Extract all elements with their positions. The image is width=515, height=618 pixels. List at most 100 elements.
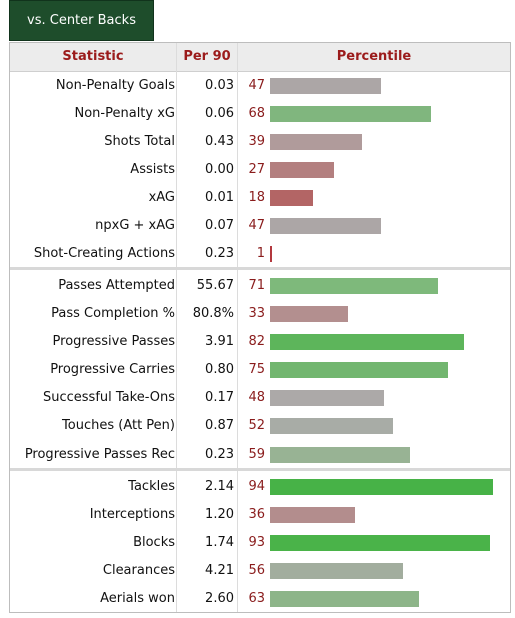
percentile-value: 82 [248, 334, 265, 349]
percentile-value: 47 [248, 218, 265, 233]
stat-name: Progressive Passes Rec [24, 447, 175, 462]
percentile-bar [270, 563, 403, 579]
per90-value: 0.23 [205, 447, 234, 462]
stat-name: Assists [130, 162, 175, 177]
per90-value: 4.21 [205, 563, 234, 578]
header-per90[interactable]: Per 90 [183, 49, 231, 64]
table-row: Non-Penalty xG 0.06 68 [10, 100, 510, 128]
percentile-value: 56 [248, 563, 265, 578]
table-row: Interceptions 1.20 36 [10, 501, 510, 529]
table-row: Passes Attempted 55.67 71 [10, 272, 510, 300]
percentile-bar [270, 535, 490, 551]
stat-name: Shots Total [104, 134, 175, 149]
table-row: Progressive Carries 0.80 75 [10, 356, 510, 384]
percentile-bar [270, 591, 419, 607]
percentile-bar [270, 306, 348, 322]
section-separator [10, 468, 510, 471]
section-separator [10, 267, 510, 270]
stat-name: Clearances [102, 563, 175, 578]
table-header: Statistic Per 90 Percentile [10, 43, 510, 72]
percentile-bar [270, 106, 431, 122]
table-row: Tackles 2.14 94 [10, 473, 510, 501]
percentile-value: 36 [248, 507, 265, 522]
per90-value: 0.17 [205, 390, 234, 405]
stat-name: Touches (Att Pen) [62, 418, 175, 433]
percentile-value: 75 [248, 362, 265, 377]
percentile-bar [270, 362, 448, 378]
per90-value: 55.67 [196, 278, 234, 293]
percentile-bar [270, 190, 313, 206]
percentile-bar [270, 334, 464, 350]
per90-value: 0.87 [205, 418, 234, 433]
table-row: Aerials won 2.60 63 [10, 585, 510, 613]
header-statistic[interactable]: Statistic [62, 49, 124, 64]
stat-name: Progressive Carries [50, 362, 175, 377]
stat-name: Interceptions [89, 507, 175, 522]
stat-name: Progressive Passes [52, 334, 175, 349]
per90-value: 0.43 [205, 134, 234, 149]
per90-value: 3.91 [205, 334, 234, 349]
stat-name: Aerials won [100, 591, 175, 606]
percentile-value: 63 [248, 591, 265, 606]
table-row: Pass Completion % 80.8% 33 [10, 300, 510, 328]
stat-name: Non-Penalty Goals [55, 78, 175, 93]
per90-value: 1.74 [205, 535, 234, 550]
percentile-value: 48 [248, 390, 265, 405]
percentile-value: 68 [248, 106, 265, 121]
percentile-value: 18 [248, 190, 265, 205]
stat-name: Tackles [128, 479, 175, 494]
percentile-value: 94 [248, 479, 265, 494]
table-row: Blocks 1.74 93 [10, 529, 510, 557]
table-row: npxG + xAG 0.07 47 [10, 212, 510, 240]
tab-vs-center-backs[interactable]: vs. Center Backs [9, 0, 154, 41]
per90-value: 0.80 [205, 362, 234, 377]
percentile-bar [270, 246, 272, 262]
percentile-value: 93 [248, 535, 265, 550]
table-row: Clearances 4.21 56 [10, 557, 510, 585]
table-row: Successful Take-Ons 0.17 48 [10, 384, 510, 412]
percentile-bar [270, 162, 334, 178]
percentile-bar [270, 507, 355, 523]
per90-value: 2.14 [205, 479, 234, 494]
stat-name: Pass Completion % [51, 306, 175, 321]
stat-name: npxG + xAG [95, 218, 175, 233]
percentile-bar [270, 418, 393, 434]
percentile-value: 52 [248, 418, 265, 433]
percentile-bar [270, 78, 381, 94]
percentile-table: Statistic Per 90 Percentile Non-Penalty … [9, 42, 511, 613]
per90-value: 0.23 [205, 246, 234, 261]
per90-value: 2.60 [205, 591, 234, 606]
percentile-value: 1 [256, 246, 265, 261]
percentile-value: 47 [248, 78, 265, 93]
table-row: Shots Total 0.43 39 [10, 128, 510, 156]
percentile-value: 59 [248, 447, 265, 462]
percentile-value: 27 [248, 162, 265, 177]
per90-value: 0.00 [205, 162, 234, 177]
percentile-bar [270, 278, 438, 294]
stat-name: Shot-Creating Actions [33, 246, 175, 261]
percentile-bar [270, 390, 384, 406]
percentile-bar [270, 218, 381, 234]
per90-value: 0.03 [205, 78, 234, 93]
stat-name: Successful Take-Ons [42, 390, 175, 405]
column-divider [237, 43, 238, 612]
stat-name: Passes Attempted [58, 278, 175, 293]
percentile-bar [270, 134, 362, 150]
percentile-bar [270, 447, 410, 463]
per90-value: 0.07 [205, 218, 234, 233]
header-percentile[interactable]: Percentile [336, 49, 412, 64]
stat-name: Blocks [133, 535, 175, 550]
percentile-bar [270, 479, 493, 495]
percentile-value: 71 [248, 278, 265, 293]
table-row: Shot-Creating Actions 0.23 1 [10, 240, 510, 268]
table-row: Non-Penalty Goals 0.03 47 [10, 72, 510, 100]
table-row: Progressive Passes 3.91 82 [10, 328, 510, 356]
table-row: Touches (Att Pen) 0.87 52 [10, 412, 510, 440]
table-row: Assists 0.00 27 [10, 156, 510, 184]
per90-value: 1.20 [205, 507, 234, 522]
table-row: Progressive Passes Rec 0.23 59 [10, 441, 510, 469]
stat-name: xAG [148, 190, 175, 205]
per90-value: 0.01 [205, 190, 234, 205]
per90-value: 0.06 [205, 106, 234, 121]
column-divider [176, 43, 177, 612]
